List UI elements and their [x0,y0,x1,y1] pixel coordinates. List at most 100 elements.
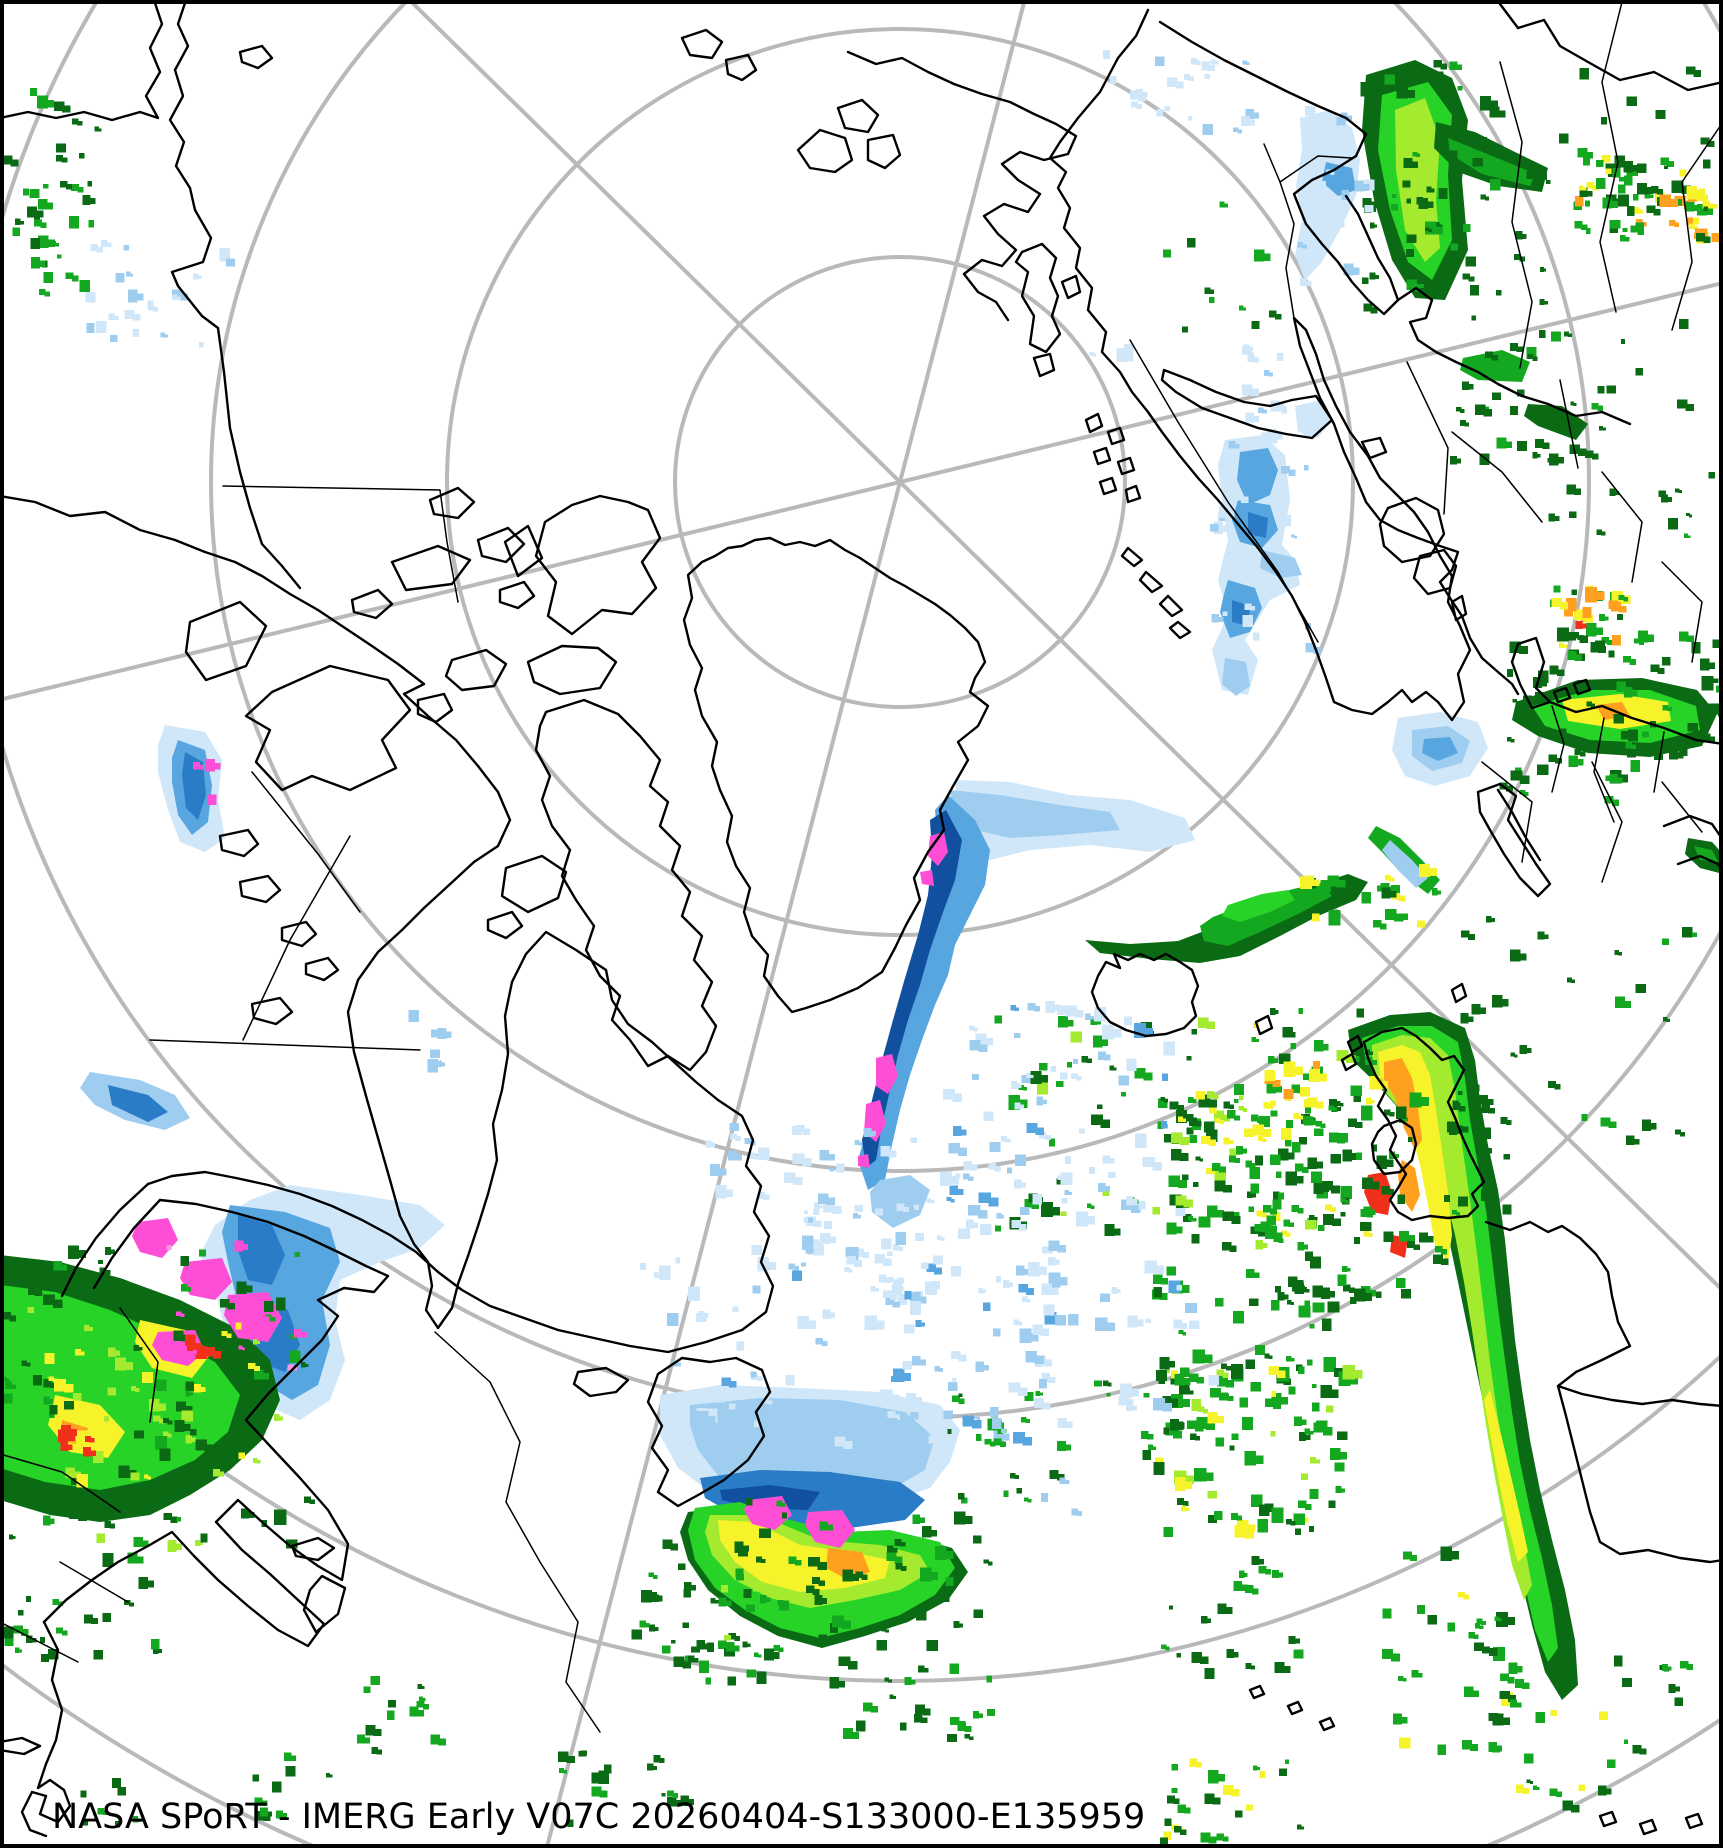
precip-speckle-corner-greens [2,154,72,269]
coastline-bathurst [476,526,526,564]
coastline-lofoten-3 [1158,594,1184,618]
coastline-fjl-5 [1098,476,1118,496]
precip-speckle-scandinavia-north-dots [1162,201,1282,333]
precip-blob-greenland-coast-blue [858,795,990,1190]
coastline-canada-mainland [0,494,775,1354]
coastline-st-lawrence-river-2 [92,1198,162,1290]
precip-speckle-mid-atl-green-dots [1094,1380,1184,1460]
coastline-axel-heiberg [503,524,544,578]
lake-ladoga [1378,496,1446,564]
border-europe-5 [1593,717,1615,823]
coastline-svalbard-s [1032,352,1056,378]
coastline-severnaya-1 [796,128,854,174]
precip-blob-greenland-pink-5 [858,1154,870,1168]
coastline-iceland [1090,952,1200,1038]
coastline-adriatic-east [1496,788,1542,862]
coastline-lofoten-1 [1120,546,1144,568]
precip-blob-balkan-blue [1382,840,1428,888]
coastline-qe-island-3 [498,580,536,610]
coastline-ireland [1370,1118,1418,1176]
precip-blob-greenland-tip-blue [870,1175,930,1228]
coastline-baltic-south [1548,700,1723,746]
precip-speckle-ne-yellow-cells [27,1306,261,1488]
precip-blob-white-sea-light [1295,110,1360,280]
border-europe-1 [1481,761,1533,863]
precip-speckle-bottom-right-2 [1614,1655,1694,1755]
precip-speckle-atlantic-blue-2 [705,1123,979,1262]
precip-blob-ne-nw-core [108,1085,168,1122]
coastline-fjl-3 [1092,446,1112,466]
precip-speckle-finland-fringe-specks [1360,60,1498,321]
coastline-melville [390,544,472,592]
coastline-faroe [1254,1014,1274,1036]
coastline-canaries-2 [1638,1818,1658,1836]
latitude-circle [0,1270,1723,1683]
precip-speckle-norway-north-lightblue [1103,50,1260,136]
coastline-scandinavia [1048,8,1520,722]
precip-speckle-nfl-south-specks [829,1665,996,1743]
border-russia-7 [1661,561,1703,663]
precip-blob-karelia-streak [1524,404,1588,440]
coastline-qe-island-2 [350,588,394,620]
coastline-hebrides-2 [1340,1052,1358,1072]
coastline-gotland [1450,594,1468,622]
precip-speckle-hudson-dots [408,1009,452,1073]
latitude-circle [673,255,1127,709]
coastline-new-siberian-2 [724,53,758,82]
coastline-long-island [0,1736,42,1756]
precip-blob-ne-pink-2 [180,1258,232,1300]
precip-blob-barents-b-core [1248,512,1268,538]
precip-speckle-atlantic-blue-waves [640,1240,1079,1449]
longitude-ray [0,280,1723,702]
border-europe-3 [1661,781,1703,833]
precip-speckle-white-sea-lightblue [1297,106,1375,287]
coastline-pei [290,1536,336,1562]
border-russia-3 [1599,1,1623,313]
precip-blob-novaya-zemlya-snow [1295,400,1332,438]
coastline-ellesmere [534,494,662,636]
precip-blob-caspian-green [1694,846,1718,862]
coastline-devon [526,644,618,696]
map-title: NASA SPoRT - IMERG Early V07C 20260404-S… [52,1797,1145,1837]
coastline-zealand [1552,686,1572,704]
precip-blob-finland-ext-green [1448,138,1536,186]
coastline-vaygach [1360,436,1388,460]
coastline-st-lawrence-south [42,1198,390,1648]
coastline-russia-north [1498,2,1723,92]
coastline-victoria-island [244,664,412,792]
precip-speckle-atlantic-yellow-cells [1195,1090,1304,1146]
precip-speckle-bottom-specks-2 [252,1752,333,1821]
precip-speckle-bottom-specks-1 [357,1676,446,1755]
lake-great-slave [250,996,294,1026]
coastline-coats [486,910,524,940]
coastline-fjl-6 [1124,484,1142,504]
lake-3 [304,956,340,982]
border-us-3 [59,1561,129,1603]
precipitation-layer [0,50,1723,1848]
precip-speckle-chukchi-blues [85,239,235,348]
border-finland-russia [1406,361,1449,515]
coastline-wrangel [238,44,274,70]
precip-blob-barents-sliver [1260,550,1302,578]
precip-speckle-bottom-specks-3 [80,1778,142,1828]
precip-blob-ne-blue-core-1 [238,1215,285,1285]
border-europe-4 [1551,705,1565,793]
border-europe-6 [1653,731,1665,793]
precip-blob-greenland-pink-3 [876,1054,898,1094]
border-us-2 [119,1307,159,1423]
coastline-greenland [682,536,990,1014]
coastline-shetland [1450,982,1468,1004]
border-canada-3 [149,1039,421,1051]
coastline-novaya-zemlya [1160,368,1334,440]
coastline-fjl-4 [1116,456,1136,476]
border-finland-norway [1279,155,1353,183]
lake-onega [1412,548,1458,596]
lake-1 [238,874,282,904]
coastline-st-lawrence-river-1 [60,1182,150,1298]
border-norway-sweden [1129,339,1319,643]
border-quebec-labrador [434,1331,601,1733]
precip-speckle-nfl-sw-arm [631,1572,787,1686]
